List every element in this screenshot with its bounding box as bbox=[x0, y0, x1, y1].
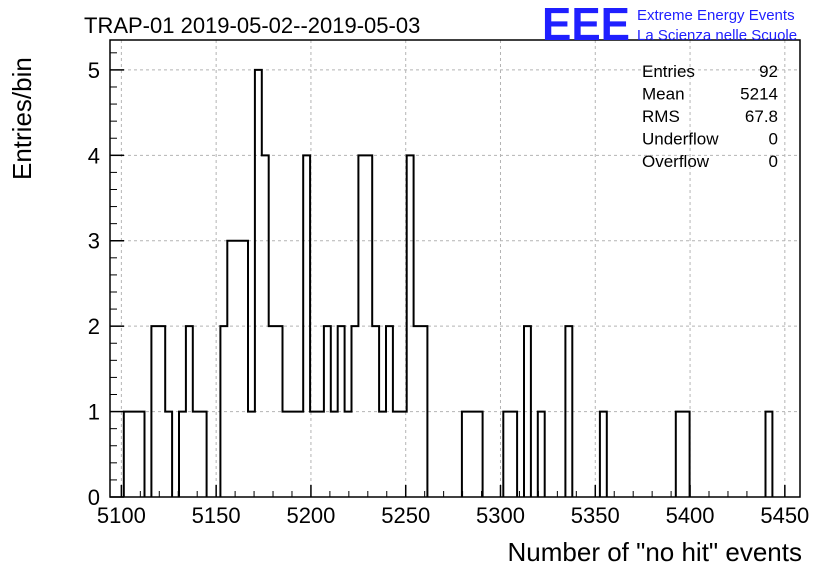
stats-value: 0 bbox=[769, 152, 778, 171]
x-tick-label: 5250 bbox=[381, 503, 430, 528]
histogram-bin bbox=[179, 412, 186, 497]
x-tick-label: 5400 bbox=[666, 503, 715, 528]
stats-value: 5214 bbox=[740, 85, 778, 104]
logo-line-1: Extreme Energy Events bbox=[637, 7, 795, 24]
plot-frame bbox=[109, 39, 801, 498]
histogram-bin bbox=[414, 326, 421, 497]
histogram-bin bbox=[200, 412, 207, 497]
histogram-bin bbox=[131, 412, 138, 497]
histogram-bin bbox=[283, 412, 290, 497]
stats-value: 92 bbox=[759, 62, 778, 81]
histogram-bin bbox=[241, 241, 248, 497]
stats-box: Entries 92 Mean 5214 RMS 67.8 Underflow 0 Overfl… bbox=[642, 62, 778, 171]
histogram-bin bbox=[393, 412, 400, 497]
histogram-bin bbox=[158, 326, 165, 497]
histogram-bin bbox=[303, 155, 310, 497]
logo-line-2: La Scienza nelle Scuole bbox=[637, 27, 797, 44]
histogram-bin bbox=[372, 326, 379, 497]
x-tick-label: 5100 bbox=[97, 503, 146, 528]
histogram-bin bbox=[124, 412, 131, 497]
histogram-bin bbox=[358, 155, 365, 497]
histogram-bin bbox=[165, 412, 172, 497]
histogram-bin bbox=[345, 412, 352, 497]
histogram-bin bbox=[262, 155, 269, 497]
logo-mark: EEE bbox=[542, 0, 630, 50]
y-tick-label: 0 bbox=[88, 485, 100, 510]
histogram-bin bbox=[469, 412, 476, 497]
histogram-bin bbox=[276, 326, 283, 497]
stats-label: Overflow bbox=[642, 152, 710, 171]
x-tick-label: 5300 bbox=[476, 503, 525, 528]
y-axis-ticks: 0 1 2 3 4 5 bbox=[88, 52, 124, 510]
histogram-bin bbox=[151, 326, 158, 497]
histogram-bin bbox=[421, 326, 428, 497]
histogram-bin bbox=[510, 412, 517, 497]
histogram-bin bbox=[331, 412, 338, 497]
histogram-bin bbox=[379, 412, 386, 497]
x-tick-label: 5450 bbox=[760, 503, 809, 528]
y-tick-label: 4 bbox=[88, 143, 100, 168]
histogram-bin bbox=[565, 326, 572, 497]
y-tick-label: 5 bbox=[88, 58, 100, 83]
chart-title: TRAP-01 2019-05-02--2019-05-03 bbox=[84, 13, 420, 38]
histogram-outline bbox=[122, 68, 774, 497]
stats-label: Underflow bbox=[642, 130, 719, 149]
stats-value: 67.8 bbox=[745, 107, 778, 126]
histogram-bin bbox=[400, 412, 407, 497]
histogram-bin bbox=[310, 412, 317, 497]
histogram-bin bbox=[269, 326, 276, 497]
histogram-bin bbox=[255, 70, 262, 497]
histogram-bin bbox=[193, 412, 200, 497]
histogram-bin bbox=[352, 326, 359, 497]
histogram-bin bbox=[524, 326, 531, 497]
histogram-bin bbox=[365, 155, 372, 497]
histogram-bin bbox=[317, 412, 324, 497]
histogram-bin bbox=[600, 412, 607, 497]
histogram-bin bbox=[248, 412, 255, 497]
histogram-bin bbox=[386, 326, 393, 497]
histogram-bin bbox=[138, 412, 145, 497]
histogram-bin bbox=[538, 412, 545, 497]
stats-label: Mean bbox=[642, 85, 685, 104]
histogram-bin bbox=[234, 241, 241, 497]
histogram-bin bbox=[227, 241, 234, 497]
histogram-bin bbox=[338, 326, 345, 497]
x-tick-label: 5200 bbox=[286, 503, 335, 528]
histogram-bin bbox=[220, 326, 227, 497]
x-axis-ticks: 5100 5150 5200 5250 5300 5350 5400 5450 bbox=[97, 485, 809, 528]
grid-lines bbox=[110, 40, 800, 497]
histogram-bin bbox=[676, 412, 683, 497]
histogram-bin bbox=[683, 412, 690, 497]
x-tick-label: 5150 bbox=[192, 503, 241, 528]
y-tick-label: 1 bbox=[88, 400, 100, 425]
x-tick-label: 5350 bbox=[571, 503, 620, 528]
histogram-bin bbox=[407, 155, 414, 497]
stats-value: 0 bbox=[769, 130, 778, 149]
x-axis-label: Number of "no hit" events bbox=[508, 537, 803, 567]
histogram-bin bbox=[289, 412, 296, 497]
histogram-bin bbox=[503, 412, 510, 497]
histogram-bin bbox=[296, 412, 303, 497]
y-axis-label: Entries/bin bbox=[7, 57, 37, 180]
histogram-bin bbox=[766, 412, 773, 497]
stats-label: RMS bbox=[642, 107, 680, 126]
eee-logo: EEE Extreme Energy Events La Scienza nel… bbox=[542, 0, 797, 50]
histogram-bin bbox=[476, 412, 483, 497]
histogram-bin bbox=[462, 412, 469, 497]
y-tick-label: 2 bbox=[88, 314, 100, 339]
stats-label: Entries bbox=[642, 62, 695, 81]
histogram-bin bbox=[186, 326, 193, 497]
histogram-bin bbox=[324, 326, 331, 497]
y-tick-label: 3 bbox=[88, 229, 100, 254]
